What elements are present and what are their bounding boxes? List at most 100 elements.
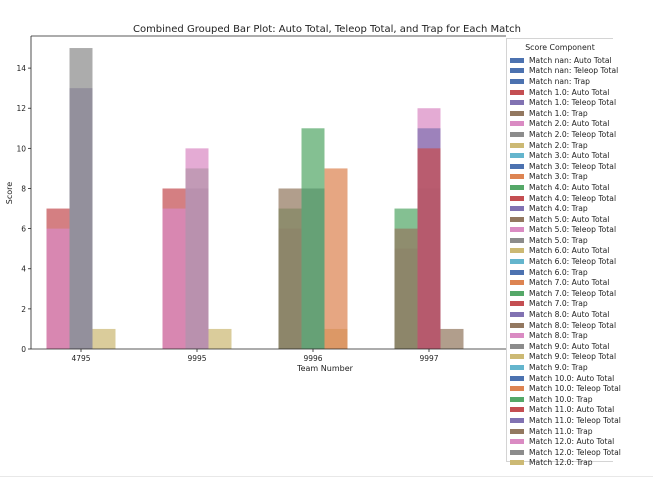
legend-swatch [510,57,524,63]
bar [46,228,70,349]
legend-swatch [510,460,524,466]
legend-label: Match 3.0: Auto Total [529,151,610,161]
legend-label: Match 12.0: Teleop Total [529,447,621,457]
legend-label: Match 1.0: Auto Total [529,87,610,97]
legend-swatch [510,216,524,222]
legend-item: Match 3.0: Auto Total [507,150,613,161]
legend-label: Match 11.0: Trap [529,426,593,436]
legend-label: Match 7.0: Auto Total [529,278,610,288]
y-tick-label: 12 [16,104,26,113]
legend-item: Match 3.0: Teleop Total [507,161,617,172]
legend-label: Match 10.0: Auto Total [529,373,615,383]
legend-label: Match 11.0: Teleop Total [529,415,621,425]
legend-label: Match 1.0: Teleop Total [529,98,617,108]
legend-swatch [510,449,524,455]
legend-item: Match 10.0: Trap [507,394,613,405]
bar [208,328,232,349]
legend-swatch [510,280,524,286]
legend-swatch [510,163,524,169]
y-tick-label: 10 [16,144,26,153]
legend-item: Match 5.0: Teleop Total [507,225,616,236]
legend-item: Match 12.0: Teleop Total [507,447,621,458]
bar [417,148,441,349]
x-tick-label: 9997 [419,354,438,363]
legend-label: Match nan: Teleop Total [529,66,619,76]
legend-item: Match 1.0: Teleop Total [507,97,617,108]
legend-item: Match 5.0: Trap [507,235,613,246]
y-tick-label: 8 [21,184,26,193]
x-tick-label: 9996 [303,354,322,363]
legend-item: Match 12.0: Auto Total [507,436,615,447]
legend-item: Match 5.0: Auto Total [507,214,613,225]
legend-label: Match 9.0: Teleop Total [529,352,617,362]
legend-item: Match 9.0: Auto Total [507,341,613,352]
x-tick-label: 4795 [71,354,90,363]
bottom-edge-line [0,476,653,477]
legend-label: Match 12.0: Auto Total [529,437,615,447]
legend-item: Match 11.0: Auto Total [507,405,615,416]
legend-item: Match 8.0: Trap [507,330,613,341]
bar [394,228,418,349]
legend-item: Match 2.0: Auto Total [507,119,613,130]
legend-swatch [510,78,524,84]
legend-swatch [510,195,524,201]
legend-swatch [510,290,524,296]
legend-swatch [510,131,524,137]
y-axis-label: Score [5,182,14,204]
legend-item: Match 4.0: Auto Total [507,182,613,193]
legend-item: Match 7.0: Teleop Total [507,288,617,299]
legend-items: Match nan: Auto Total Match nan: Teleop T… [507,55,621,469]
legend-swatch [510,312,524,318]
y-tick-label: 2 [21,305,26,314]
legend-swatch [510,227,524,233]
legend-swatch [510,396,524,402]
y-ticks: 0 2 4 6 8 10 12 14 [16,64,31,354]
legend-item: Match 8.0: Auto Total [507,309,613,320]
legend-swatch [510,428,524,434]
legend-label: Match 6.0: Trap [529,267,588,277]
bars-layer [46,48,464,350]
legend-label: Match 2.0: Trap [529,140,588,150]
legend-label: Match 7.0: Teleop Total [529,288,617,298]
bar [162,208,186,349]
legend-swatch [510,110,524,116]
legend-swatch [510,68,524,74]
legend-swatch [510,100,524,106]
legend-item: Match 6.0: Teleop Total [507,256,616,267]
legend-item: Match 10.0: Teleop Total [507,383,621,394]
legend-label: Match 3.0: Teleop Total [529,161,617,171]
legend-label: Match 12.0: Trap [529,458,593,468]
legend-label: Match 5.0: Auto Total [529,214,610,224]
legend-item: Match 9.0: Trap [507,362,613,373]
legend-swatch [510,206,524,212]
y-tick-label: 14 [16,64,26,73]
legend-item: Match 1.0: Trap [507,108,613,119]
legend-item: Match nan: Teleop Total [507,66,618,77]
bar [324,168,348,349]
legend-swatch [510,121,524,127]
legend-swatch [510,89,524,95]
legend-label: Match 9.0: Auto Total [529,341,610,351]
legend-swatch [510,343,524,349]
legend-label: Match 1.0: Trap [529,108,588,118]
legend-item: Match 10.0: Auto Total [507,373,615,384]
chart-title: Combined Grouped Bar Plot: Auto Total, T… [133,24,521,35]
legend-item: Match 11.0: Trap [507,426,613,437]
legend-item: Match 8.0: Teleop Total [507,320,617,331]
legend-item: Match 12.0: Trap [507,458,613,469]
legend-swatch [510,259,524,265]
legend-item: Match 7.0: Auto Total [507,277,613,288]
x-tick-label: 9995 [187,354,206,363]
bar [185,148,209,349]
legend-swatch [510,153,524,159]
legend-swatch [510,248,524,254]
legend-item: Match nan: Trap [507,76,613,87]
y-tick-label: 4 [21,265,26,274]
legend-label: Match 7.0: Trap [529,299,588,309]
legend-label: Match 8.0: Teleop Total [529,320,617,330]
legend-label: Match nan: Trap [529,76,590,86]
legend-label: Match 11.0: Auto Total [529,405,615,415]
legend-swatch [510,333,524,339]
bar [440,328,464,349]
legend-label: Match 8.0: Auto Total [529,310,610,320]
